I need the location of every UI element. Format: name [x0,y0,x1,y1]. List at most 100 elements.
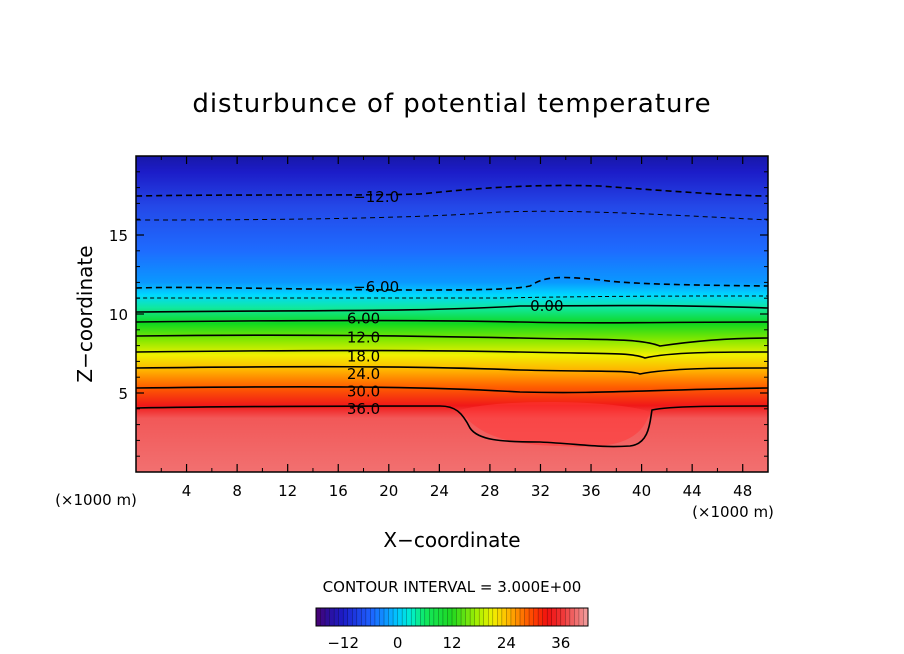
x-tick-label: 12 [278,482,297,500]
colorbar-cell [488,608,494,626]
colorbar-cell [556,608,562,626]
colorbar-cell [424,608,430,626]
colorbar-cell [470,608,475,626]
colorbar-cell [583,608,589,626]
contour-label: 0.00 [530,297,563,315]
colorbar-cell [433,608,439,626]
colorbar-cell [365,608,371,626]
colorbar-cell [538,608,543,626]
colorbar-cell [560,608,566,626]
colorbar-cell [529,608,534,626]
colorbar-cell [329,608,335,626]
colorbar-cell [506,608,512,626]
x-tick-label: 48 [733,482,752,500]
contour-line-neg9 [136,210,768,221]
colorbar-cell [415,608,421,626]
colorbar-cell [325,608,330,626]
x-tick-label: 16 [329,482,348,500]
colorbar-cell [547,608,553,626]
colorbar-tick-label: 12 [442,634,461,652]
x-tick-label: 24 [430,482,449,500]
colorbar-cell [420,608,426,626]
colorbar-cell [347,608,353,626]
x-tick-label: 28 [480,482,499,500]
colorbar-cell [429,608,435,626]
colorbar-cell [356,608,362,626]
colorbar-cell [334,608,339,626]
colorbar-cell [565,608,571,626]
x-tick-label: 20 [379,482,398,500]
colorbar-frame [315,607,589,627]
x-tick-label: 40 [632,482,651,500]
contour-label: 6.00 [347,310,380,328]
colorbar-cell [520,608,525,626]
colorbar-cell [370,608,376,626]
colorbar-cell [406,608,412,626]
colorbar-tick-label: 0 [393,634,403,652]
contour-label: 30.0 [347,382,380,400]
colorbar-cell [361,608,367,626]
contour-line-18 [136,349,768,359]
contour-line-neg6 [136,276,768,291]
colorbar-cell [379,608,385,626]
y-tick-label: 15 [109,227,128,245]
contour-line-24 [136,365,768,375]
colorbar-cell [483,608,489,626]
colorbar-cell [465,608,471,626]
colorbar-cell [515,608,521,626]
contour-line-0 [136,304,768,313]
x-tick-label: 44 [683,482,702,500]
contour-label: 18.0 [347,348,380,366]
colorbar-cell [352,608,358,626]
contour-line-30 [136,386,768,394]
colorbar-cell [542,608,548,626]
colorbar [315,607,589,627]
contour-label: 24.0 [347,365,380,383]
contour-label: −12.0 [353,188,399,206]
colorbar-cell [343,608,349,626]
contour-line-6 [136,319,768,324]
colorbar-cell [452,608,457,626]
contour-label: 36.0 [347,400,380,418]
colorbar-tick-label: −12 [327,634,359,652]
contour-label: −6.00 [353,278,399,296]
chart-title: disturbunce of potential temperature [192,89,711,119]
colorbar-cell [533,608,539,626]
colorbar-cell [510,608,516,626]
colorbar-cell [442,608,448,626]
x-tick-label: 8 [232,482,242,500]
x-tick-label: 36 [581,482,600,500]
colorbar-cell [524,608,530,626]
colorbar-tick-label: 36 [551,634,570,652]
colorbar-cell [479,608,485,626]
y-tick-label: 10 [109,306,128,324]
x-axis-label: X−coordinate [383,528,520,552]
colorbar-tick-label: 24 [497,634,516,652]
colorbar-ticks: −12 0 12 24 36 [327,634,570,652]
colorbar-cell [578,608,584,626]
colorbar-cell [501,608,507,626]
colorbar-cell [438,608,444,626]
contour-line-12 [136,334,768,347]
colorbar-cell [497,608,503,626]
contour-interval-text: CONTOUR INTERVAL = 3.000E+00 [323,578,582,596]
y-tick-label: 5 [118,385,128,403]
contour-fill [136,156,768,472]
colorbar-cell [411,608,417,626]
colorbar-cell [374,608,380,626]
colorbar-cell [574,608,580,626]
contour-line-neg3 [136,295,768,299]
x-tick-label: 32 [531,482,550,500]
contour-label: 12.0 [347,329,380,347]
colorbar-cell [384,608,389,626]
warm-anomaly [460,401,650,447]
colorbar-cell [492,608,498,626]
colorbar-cell [320,608,326,626]
plot-area [136,156,768,472]
colorbar-cell [397,608,403,626]
colorbar-cell [402,608,407,626]
colorbar-cell [388,608,394,626]
y-axis-ticks: 5 10 15 [109,171,768,457]
